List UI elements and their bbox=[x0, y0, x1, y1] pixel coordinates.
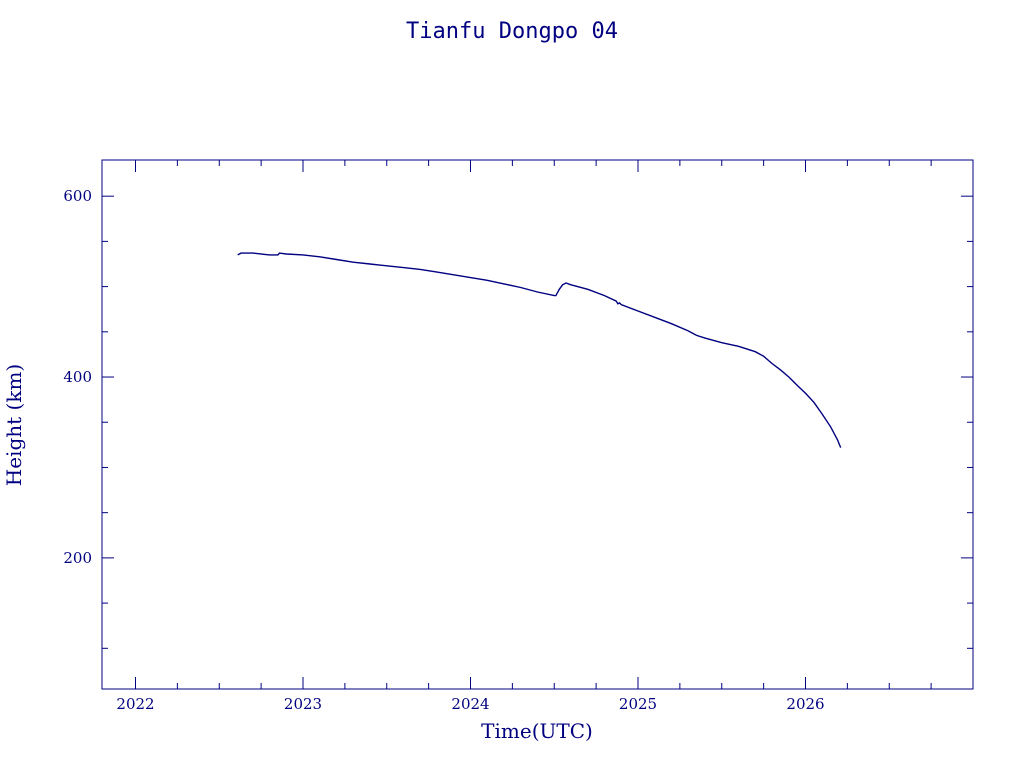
x-axis-label: Time(UTC) bbox=[481, 719, 593, 743]
series-line-0 bbox=[237, 252, 842, 448]
x-tick-label: 2022 bbox=[116, 695, 154, 713]
x-tick-label: 2026 bbox=[786, 695, 824, 713]
y-tick-label: 400 bbox=[63, 368, 92, 386]
plot-frame bbox=[101, 159, 974, 690]
y-tick-label: 200 bbox=[63, 549, 92, 567]
chart-title: Tianfu Dongpo 04 bbox=[406, 19, 618, 44]
tick-labels: 2022 2023 2024 2025 2026 200 400 600 bbox=[63, 187, 824, 713]
axis-ticks bbox=[102, 160, 974, 689]
y-axis-label: Height (km) bbox=[2, 364, 26, 486]
y-tick-label: 600 bbox=[63, 187, 92, 205]
series-group bbox=[237, 252, 842, 448]
x-tick-label: 2025 bbox=[619, 695, 657, 713]
x-tick-label: 2023 bbox=[284, 695, 322, 713]
x-tick-label: 2024 bbox=[451, 695, 489, 713]
